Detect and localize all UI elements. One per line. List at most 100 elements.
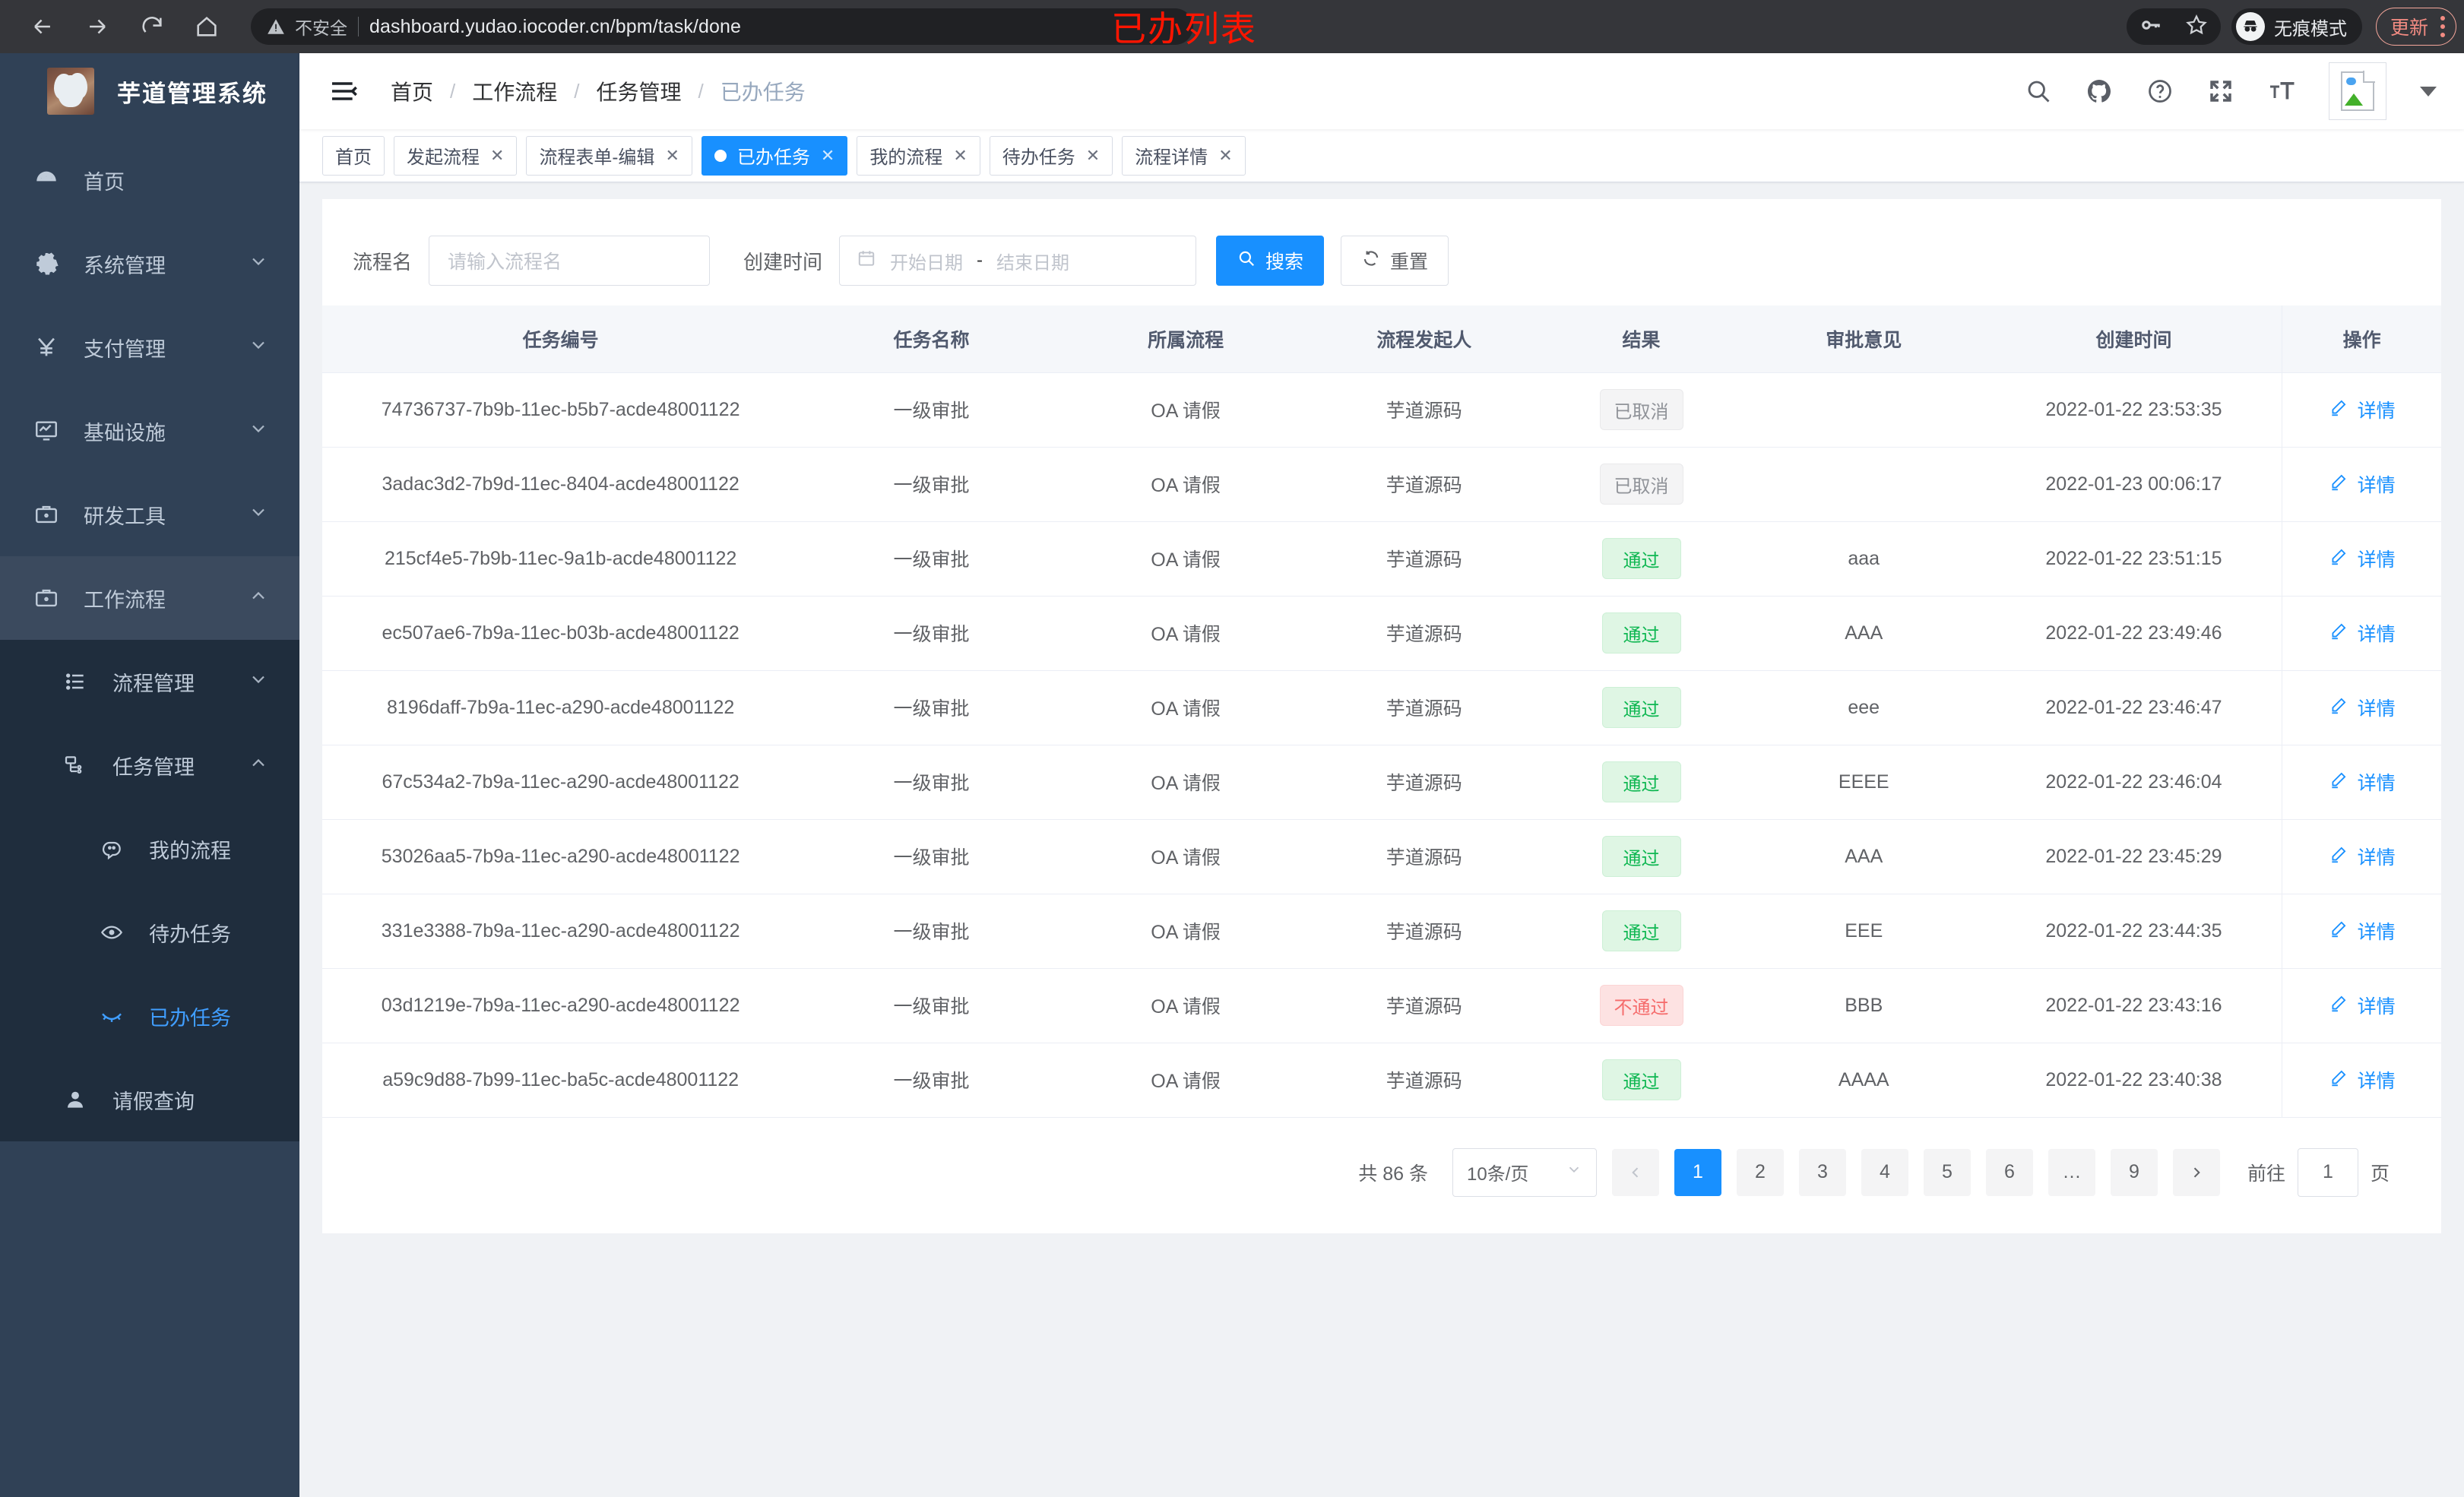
sidebar-toggle-icon[interactable]: [328, 76, 359, 106]
detail-button[interactable]: 详情: [2329, 768, 2396, 796]
yuan-currency-icon: [32, 334, 61, 360]
page-size-select[interactable]: 10条/页: [1452, 1147, 1597, 1197]
page-number-button[interactable]: …: [2048, 1148, 2095, 1196]
close-icon[interactable]: ✕: [665, 145, 679, 165]
font-size-icon[interactable]: [2268, 78, 2295, 105]
tag-item-todo-task[interactable]: 待办任务 ✕: [989, 135, 1113, 176]
jump-input[interactable]: 1: [2297, 1147, 2358, 1197]
tag-item-home[interactable]: 首页: [322, 135, 385, 176]
github-icon[interactable]: [2086, 78, 2113, 105]
cell-create-time: 2022-01-22 23:43:16: [1985, 968, 2282, 1043]
reset-button[interactable]: 重置: [1341, 236, 1449, 286]
page-number-button[interactable]: 1: [1674, 1148, 1721, 1196]
cell-create-time: 2022-01-23 00:06:17: [1985, 447, 2282, 522]
cell-task-id: 215cf4e5-7b9b-11ec-9a1b-acde48001122: [322, 521, 800, 597]
cell-action: 详情: [2282, 894, 2441, 969]
detail-button[interactable]: 详情: [2329, 1066, 2396, 1093]
detail-button[interactable]: 详情: [2329, 396, 2396, 423]
sidebar-item-workflow[interactable]: 工作流程: [0, 556, 299, 640]
edit-pencil-icon: [2329, 621, 2348, 646]
sidebar-item-infrastructure[interactable]: 基础设施: [0, 389, 299, 473]
tag-item-process-form-edit[interactable]: 流程表单-编辑 ✕: [526, 135, 692, 176]
breadcrumb-item[interactable]: 首页: [391, 81, 434, 104]
close-icon[interactable]: ✕: [1218, 145, 1233, 165]
sidebar-item-payment[interactable]: 支付管理: [0, 305, 299, 389]
search-icon[interactable]: [2025, 78, 2052, 105]
home-icon[interactable]: [190, 10, 223, 43]
close-icon[interactable]: ✕: [1085, 145, 1101, 165]
close-icon[interactable]: ✕: [953, 145, 968, 165]
detail-button[interactable]: 详情: [2329, 694, 2396, 721]
tag-item-process-detail[interactable]: 流程详情 ✕: [1122, 135, 1246, 176]
incognito-indicator[interactable]: 无痕模式: [2231, 8, 2362, 45]
column-header-action: 操作: [2282, 305, 2441, 373]
update-label: 更新: [2390, 17, 2428, 39]
status-badge: 通过: [1601, 1059, 1681, 1100]
cell-task-name: 一级审批: [799, 745, 1064, 820]
detail-button[interactable]: 详情: [2329, 470, 2396, 498]
tag-item-my-process[interactable]: 我的流程 ✕: [857, 135, 980, 176]
cell-task-id: 67c534a2-7b9a-11ec-a290-acde48001122: [322, 745, 800, 820]
detail-button[interactable]: 详情: [2329, 843, 2396, 870]
sidebar-item-todo-task[interactable]: 待办任务: [0, 891, 299, 974]
chrome-menu-icon[interactable]: [2440, 16, 2445, 37]
fullscreen-icon[interactable]: [2207, 78, 2234, 105]
cell-opinion: AAAA: [1741, 1043, 1986, 1118]
address-bar[interactable]: 不安全 dashboard.yudao.iocoder.cn/bpm/task/…: [251, 8, 1193, 45]
breadcrumb-item[interactable]: 任务管理: [596, 81, 682, 104]
sidebar-item-devtools[interactable]: 研发工具: [0, 473, 299, 556]
detail-button[interactable]: 详情: [2329, 992, 2396, 1019]
detail-label: 详情: [2357, 1071, 2396, 1092]
search-button[interactable]: 搜索: [1216, 236, 1325, 286]
breadcrumb-item[interactable]: 工作流程: [472, 81, 558, 104]
avatar[interactable]: [2329, 62, 2386, 120]
sidebar-item-label: 请假查询: [112, 1090, 195, 1113]
sidebar-item-task-management[interactable]: 任务管理: [0, 723, 299, 807]
update-button[interactable]: 更新: [2375, 8, 2456, 46]
tag-item-done-task[interactable]: 已办任务 ✕: [701, 135, 848, 176]
screenshot-annotation: 已办列表: [1111, 8, 1257, 49]
page-number-button[interactable]: 4: [1861, 1148, 1908, 1196]
sidebar-item-system[interactable]: 系统管理: [0, 222, 299, 305]
bookmark-star-icon[interactable]: [2184, 13, 2209, 41]
process-name-input[interactable]: 请输入流程名: [429, 236, 711, 286]
sidebar-item-leave-query[interactable]: 请假查询: [0, 1058, 299, 1141]
next-page-button[interactable]: [2172, 1148, 2220, 1196]
prev-page-button[interactable]: [1611, 1148, 1659, 1196]
page-number-button[interactable]: 3: [1798, 1148, 1846, 1196]
detail-button[interactable]: 详情: [2329, 917, 2396, 945]
site-security-indicator[interactable]: 不安全: [266, 14, 347, 40]
detail-button[interactable]: 详情: [2329, 545, 2396, 572]
back-arrow-icon[interactable]: [26, 10, 59, 43]
create-time-range-picker[interactable]: 开始日期 - 结束日期: [839, 236, 1197, 286]
page-number-button[interactable]: 6: [1985, 1148, 2033, 1196]
cell-initiator: 芋道源码: [1307, 447, 1541, 522]
app-main: 流程名 请输入流程名 创建时间 开始日期 - 结束日期: [299, 182, 2464, 1233]
page-number-button[interactable]: 9: [2110, 1148, 2158, 1196]
column-header-result: 结果: [1541, 305, 1742, 373]
detail-button[interactable]: 详情: [2329, 619, 2396, 647]
brand[interactable]: 芋道管理系统: [0, 53, 299, 129]
chevron-down-icon[interactable]: [2420, 86, 2437, 97]
table-row: 3adac3d2-7b9d-11ec-8404-acde48001122 一级审批…: [322, 447, 2441, 522]
tag-label: 已办任务: [736, 147, 810, 168]
cell-create-time: 2022-01-22 23:46:47: [1985, 670, 2282, 745]
sidebar-item-process-management[interactable]: 流程管理: [0, 640, 299, 723]
password-key-icon[interactable]: [2139, 14, 2162, 40]
page-number-button[interactable]: 2: [1736, 1148, 1784, 1196]
sidebar-item-label: 工作流程: [84, 588, 166, 612]
question-circle-icon[interactable]: [2146, 78, 2174, 105]
create-time-label: 创建时间: [743, 250, 823, 274]
cell-task-name: 一级审批: [799, 447, 1064, 522]
cell-result: 已取消: [1541, 372, 1742, 448]
sidebar-item-my-process[interactable]: 我的流程: [0, 807, 299, 891]
cell-task-name: 一级审批: [799, 894, 1064, 969]
sidebar-item-done-task[interactable]: 已办任务: [0, 974, 299, 1058]
close-icon[interactable]: ✕: [820, 145, 835, 165]
forward-arrow-icon[interactable]: [81, 10, 114, 43]
sidebar-item-home[interactable]: 首页: [0, 138, 299, 222]
reload-icon[interactable]: [135, 10, 169, 43]
close-icon[interactable]: ✕: [490, 145, 505, 165]
tag-item-start-process[interactable]: 发起流程 ✕: [394, 135, 518, 176]
page-number-button[interactable]: 5: [1923, 1148, 1971, 1196]
